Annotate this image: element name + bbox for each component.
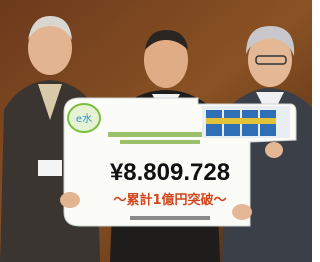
subtitle: 〜累計1億円突破〜: [113, 192, 226, 208]
hand: [60, 192, 80, 208]
footer-line: [130, 216, 210, 220]
logo-mark: e水: [76, 113, 92, 125]
amount: ¥8.809.728: [110, 159, 230, 186]
photo: e水 ¥8.809.728 〜累計1億円突破〜: [0, 0, 312, 262]
caption-line: [108, 132, 212, 137]
hand: [265, 142, 283, 158]
hand: [232, 204, 252, 220]
product-cans: [202, 106, 290, 138]
caption-line: [120, 140, 200, 144]
